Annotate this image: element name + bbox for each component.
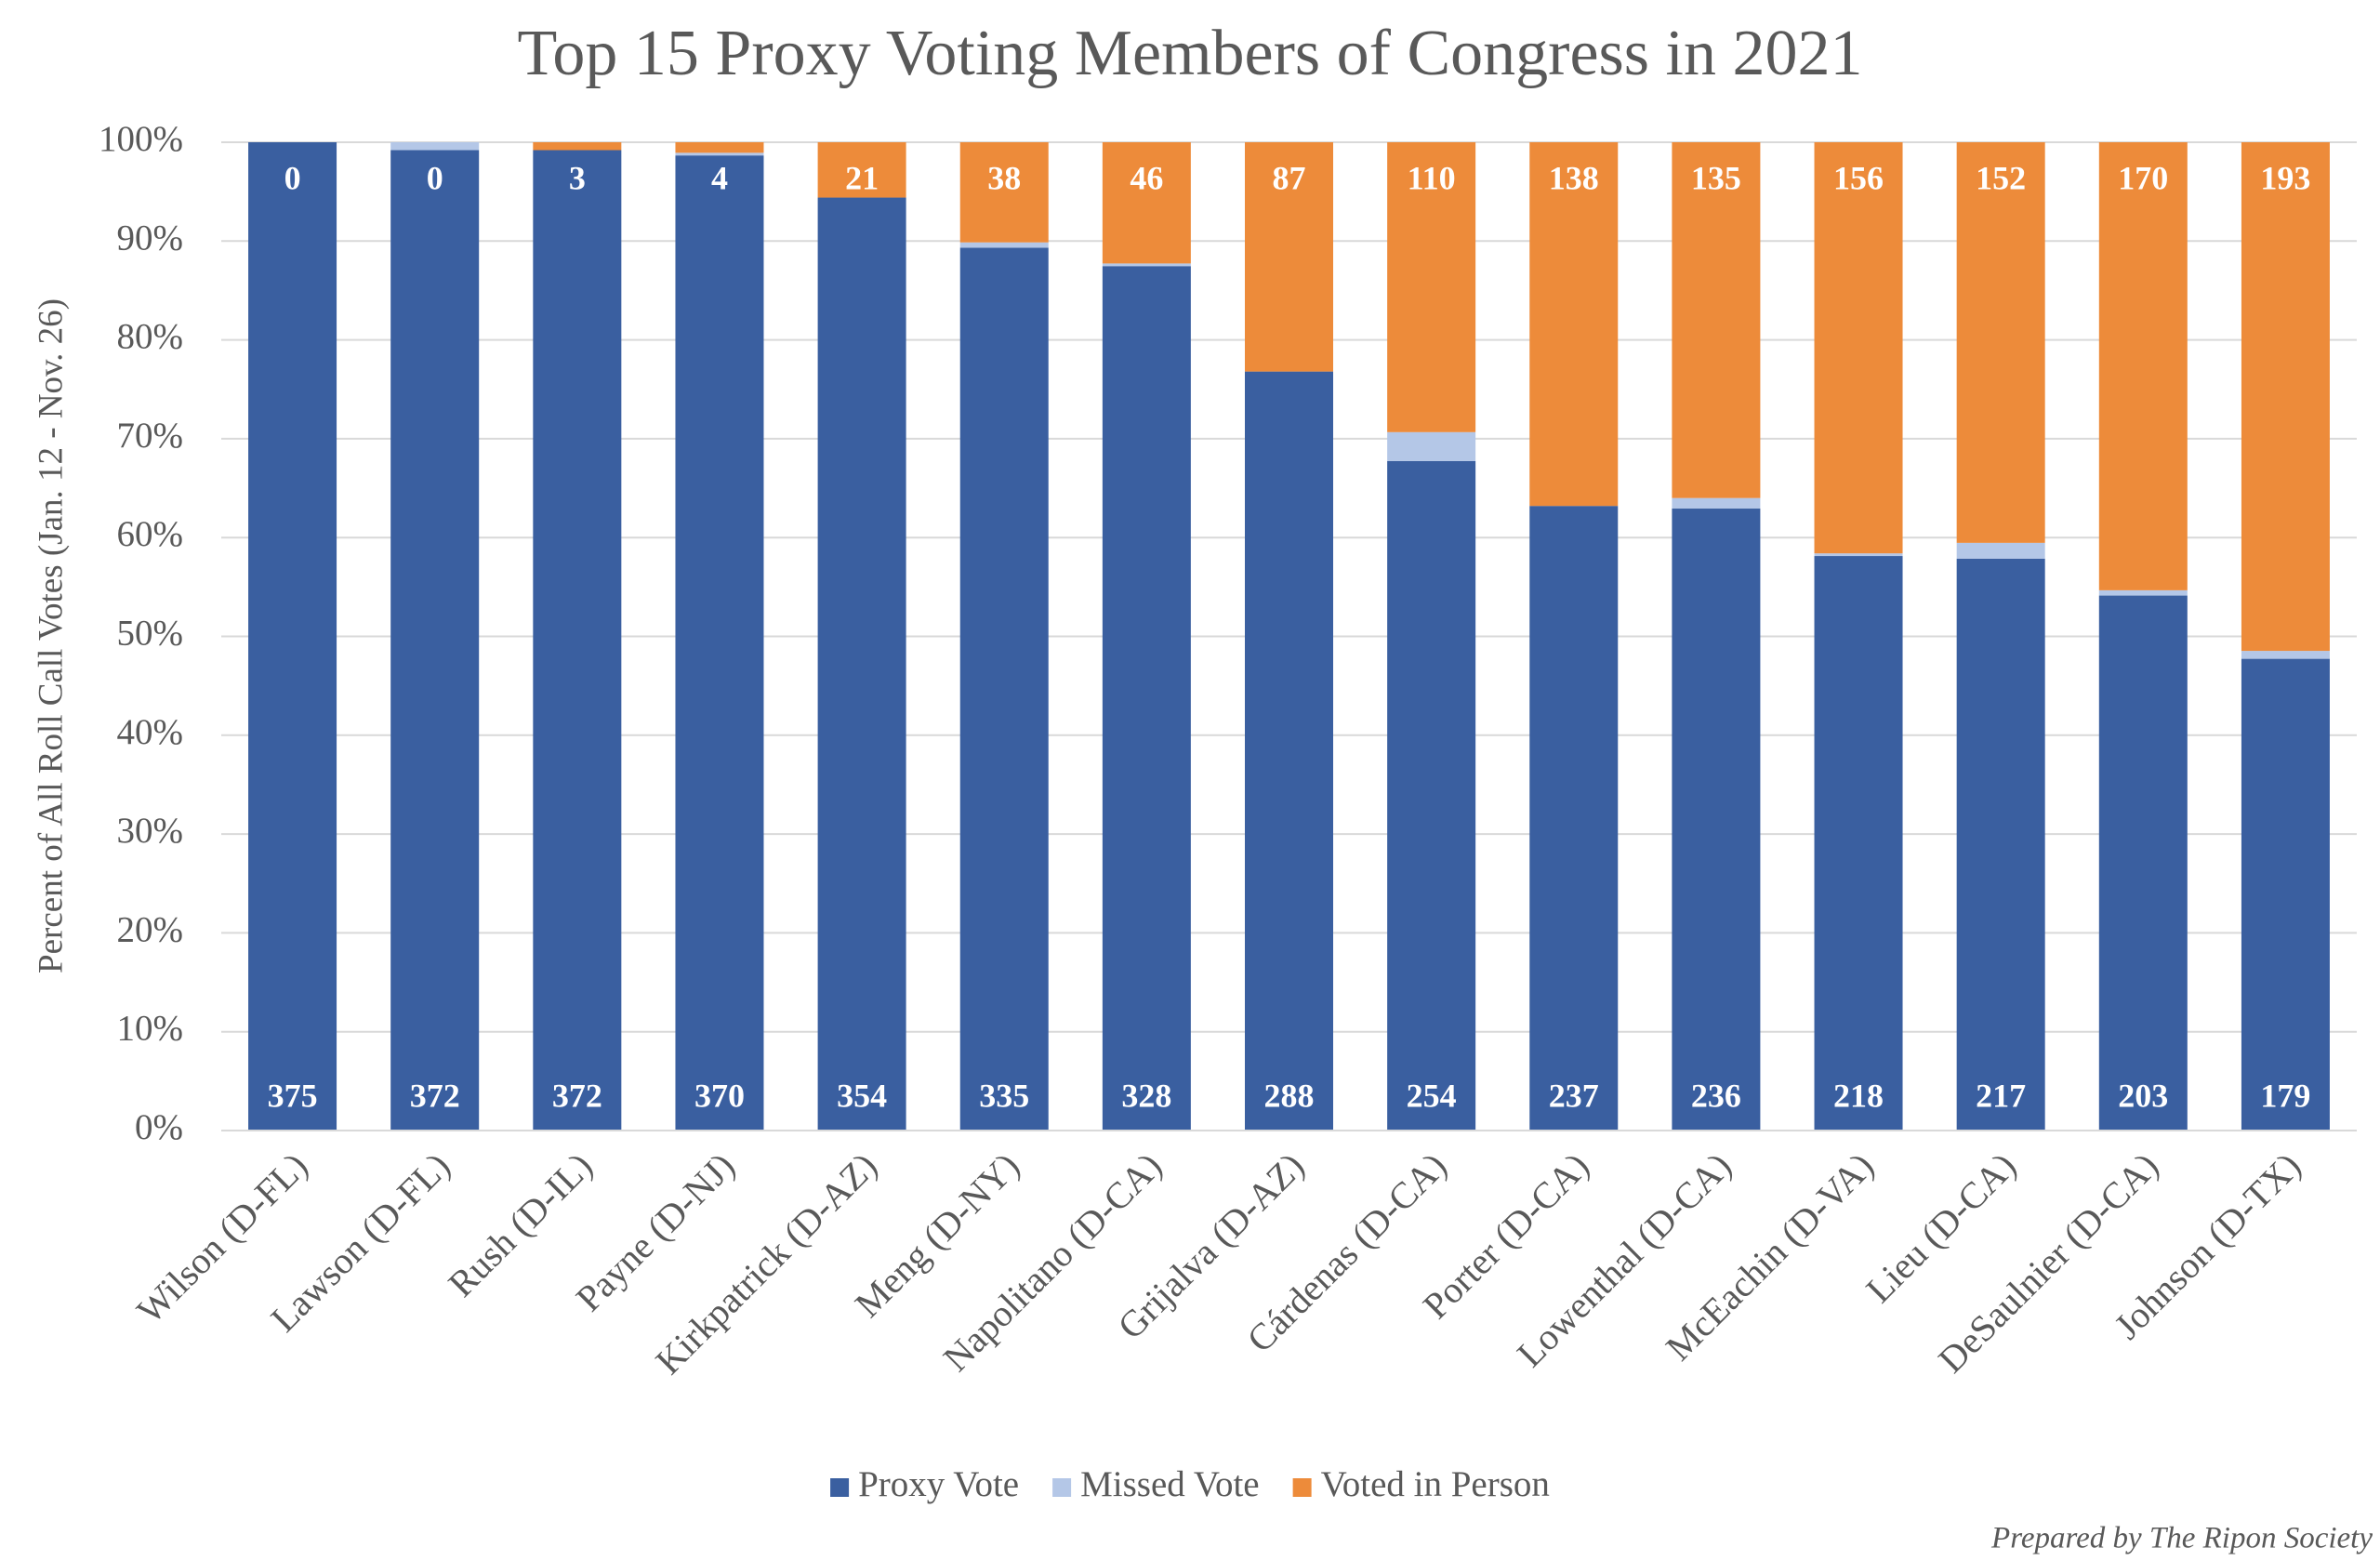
data-label: 170 bbox=[2118, 159, 2168, 196]
bar-segment bbox=[2241, 658, 2330, 1131]
bar-segment bbox=[1102, 266, 1191, 1131]
bar-segment bbox=[959, 242, 1049, 248]
data-label: 335 bbox=[979, 1077, 1029, 1114]
data-label: 46 bbox=[1130, 159, 1163, 196]
data-label: 3 bbox=[569, 159, 586, 196]
bar-segment bbox=[533, 142, 622, 151]
bar-segment bbox=[248, 142, 337, 1131]
bar-segment bbox=[959, 247, 1049, 1131]
bar-segment bbox=[2241, 142, 2330, 652]
bar-segment bbox=[2098, 595, 2188, 1131]
y-tick-label: 80% bbox=[117, 317, 184, 357]
bar-segment bbox=[1956, 558, 2045, 1131]
bar-segment bbox=[1672, 509, 1761, 1131]
data-label: 254 bbox=[1407, 1077, 1457, 1114]
data-label: 110 bbox=[1408, 159, 1456, 196]
bar-segment bbox=[817, 197, 906, 1131]
y-tick-label: 60% bbox=[117, 514, 184, 554]
bar-segment bbox=[390, 142, 480, 151]
bar-segment bbox=[1245, 142, 1333, 372]
bar-segment bbox=[1529, 506, 1619, 1131]
bar-segment bbox=[959, 142, 1049, 243]
data-label: 156 bbox=[1833, 159, 1884, 196]
bar-segment bbox=[1672, 142, 1761, 498]
data-label: 236 bbox=[1691, 1077, 1741, 1114]
y-tick-label: 70% bbox=[117, 416, 184, 456]
bar-segment bbox=[390, 150, 480, 1131]
data-label: 370 bbox=[694, 1077, 745, 1114]
data-label: 0 bbox=[284, 159, 301, 196]
legend-swatch bbox=[1052, 1478, 1072, 1497]
data-label: 354 bbox=[837, 1077, 887, 1114]
data-label: 87 bbox=[1273, 159, 1306, 196]
data-label: 138 bbox=[1549, 159, 1599, 196]
data-label: 328 bbox=[1121, 1077, 1171, 1114]
bar-segment bbox=[2098, 142, 2188, 590]
legend-swatch bbox=[1292, 1478, 1312, 1497]
data-label: 372 bbox=[410, 1077, 460, 1114]
data-label: 193 bbox=[2260, 159, 2310, 196]
bar-segment bbox=[1814, 142, 1903, 554]
bar-segment bbox=[2098, 589, 2188, 596]
bar-segment bbox=[2241, 651, 2330, 659]
y-tick-label: 100% bbox=[99, 119, 183, 159]
bar-segment bbox=[1814, 553, 1903, 557]
bar-segment bbox=[1387, 431, 1476, 461]
y-tick-label: 90% bbox=[117, 218, 184, 258]
bar-segment bbox=[1387, 142, 1476, 432]
data-label: 218 bbox=[1833, 1077, 1884, 1114]
data-label: 217 bbox=[1976, 1077, 2026, 1114]
y-tick-label: 10% bbox=[117, 1009, 184, 1049]
footnote: Prepared by The Ripon Society bbox=[1990, 1522, 2373, 1555]
legend-label: Voted in Person bbox=[1321, 1464, 1550, 1504]
bar-segment bbox=[675, 155, 764, 1131]
data-label: 4 bbox=[711, 159, 728, 196]
data-label: 288 bbox=[1264, 1077, 1315, 1114]
y-tick-label: 20% bbox=[117, 909, 184, 949]
bar-segment bbox=[1245, 371, 1333, 1131]
y-tick-label: 50% bbox=[117, 613, 184, 653]
legend-label: Missed Vote bbox=[1080, 1464, 1260, 1504]
data-label: 0 bbox=[427, 159, 443, 196]
legend-swatch bbox=[830, 1478, 850, 1497]
bar-segment bbox=[533, 150, 622, 1131]
bar-segment bbox=[1672, 497, 1761, 509]
data-label: 179 bbox=[2260, 1077, 2310, 1114]
data-label: 135 bbox=[1691, 159, 1741, 196]
data-label: 21 bbox=[845, 159, 879, 196]
y-axis-title: Percent of All Roll Call Votes (Jan. 12 … bbox=[32, 298, 70, 973]
y-tick-label: 40% bbox=[117, 712, 184, 752]
bar-segment bbox=[675, 142, 764, 153]
bar-segment bbox=[1529, 142, 1619, 507]
data-label: 152 bbox=[1976, 159, 2026, 196]
data-label: 237 bbox=[1549, 1077, 1599, 1114]
bar-segment bbox=[1387, 460, 1476, 1131]
data-label: 38 bbox=[987, 159, 1021, 196]
bar-segment bbox=[1102, 142, 1191, 264]
bar-segment bbox=[1956, 542, 2045, 559]
bar-segment bbox=[817, 142, 906, 198]
data-label: 375 bbox=[268, 1077, 318, 1114]
chart-title: Top 15 Proxy Voting Members of Congress … bbox=[518, 18, 1863, 89]
bar-segment bbox=[1102, 263, 1191, 267]
bar-segment bbox=[1956, 142, 2045, 543]
data-label: 372 bbox=[552, 1077, 602, 1114]
bar-segment bbox=[1814, 556, 1903, 1131]
bar-segment bbox=[675, 152, 764, 156]
data-label: 203 bbox=[2118, 1077, 2168, 1114]
y-tick-label: 0% bbox=[135, 1107, 183, 1147]
legend-label: Proxy Vote bbox=[858, 1464, 1019, 1504]
y-tick-label: 30% bbox=[117, 811, 184, 851]
